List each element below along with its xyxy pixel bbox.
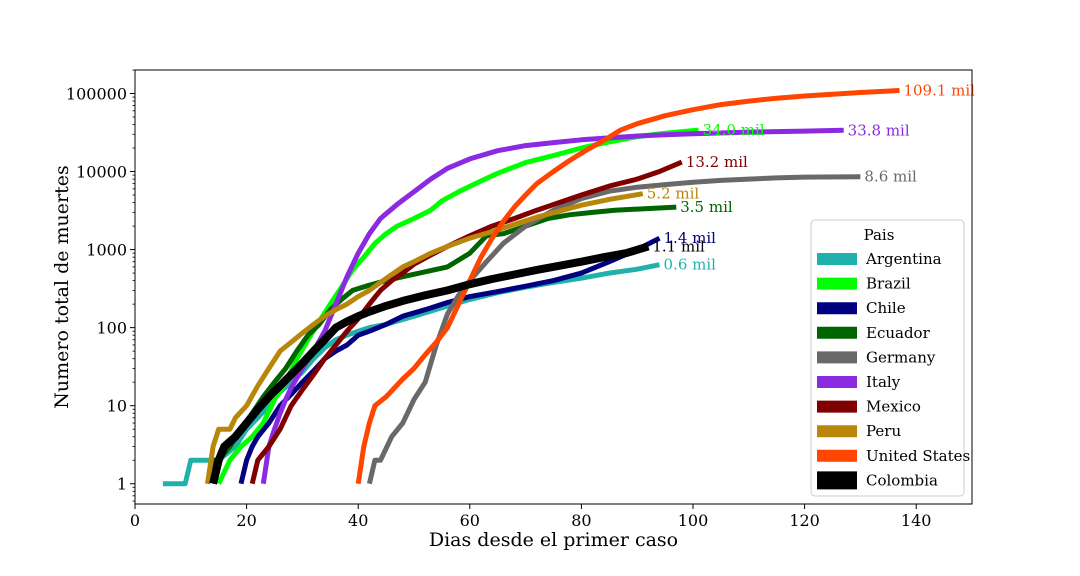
series-line-italy — [260, 127, 844, 485]
series-layer — [162, 88, 900, 487]
series-line-mexico — [249, 159, 683, 485]
y-tick-label: 1000 — [86, 241, 127, 260]
end-label-germany: 8.6 mil — [864, 168, 917, 186]
legend-label-mexico: Mexico — [866, 398, 921, 416]
legend-label-germany: Germany — [866, 348, 936, 366]
x-tick-label: 40 — [348, 511, 368, 530]
y-tick-label: 100 — [96, 319, 127, 338]
y-tick-label: 10000 — [76, 163, 127, 182]
y-tick-label: 100000 — [66, 84, 127, 103]
legend-label-brazil: Brazil — [866, 275, 911, 293]
x-axis-label: Dias desde el primer caso — [429, 529, 678, 551]
x-tick-label: 140 — [901, 511, 932, 530]
legend-label-united-states: United States — [866, 447, 970, 465]
x-tick-label: 0 — [130, 511, 140, 530]
y-axis: 1 10 100 1000 10000 100000 — [66, 69, 135, 502]
y-axis-label: Numero total de muertes — [51, 165, 73, 409]
end-label-brazil: 34.0 mil — [703, 121, 765, 139]
series-line-chile — [238, 235, 661, 485]
x-tick-label: 80 — [571, 511, 591, 530]
series-line-brazil — [216, 127, 699, 485]
legend-label-italy: Italy — [866, 373, 901, 391]
legend-items: Argentina Brazil Chile Ecuador Germany Italy M… — [817, 250, 970, 490]
legend-label-colombia: Colombia — [866, 471, 938, 489]
end-label-chile: 1.4 mil — [664, 229, 717, 247]
legend-title: Pais — [864, 226, 895, 244]
legend-label-peru: Peru — [866, 422, 901, 440]
end-label-united-states: 109.1 mil — [903, 82, 975, 100]
end-label-argentina: 0.6 mil — [664, 256, 717, 274]
legend-label-ecuador: Ecuador — [866, 324, 931, 342]
x-tick-label: 100 — [678, 511, 709, 530]
end-label-ecuador: 3.5 mil — [680, 198, 733, 216]
end-label-peru: 5.2 mil — [647, 185, 700, 203]
x-axis: 0 20 40 60 80 100 120 140 — [130, 504, 932, 530]
end-label-mexico: 13.2 mil — [686, 153, 748, 171]
end-label-layer: 0.6 mil 34.0 mil 1.4 mil 3.5 mil 8.6 mil 33.8… — [647, 82, 975, 274]
y-tick-label: 10 — [107, 397, 127, 416]
series-line-colombia — [209, 242, 650, 485]
series-line-peru — [205, 191, 644, 485]
y-tick-label: 1 — [117, 475, 127, 494]
legend-label-argentina: Argentina — [865, 250, 942, 268]
plot-frame — [134, 69, 973, 505]
x-tick-label: 20 — [236, 511, 256, 530]
legend: Pais Argentina Brazil Chile Ecuador Germany I… — [810, 219, 970, 497]
series-line-united-states — [355, 88, 900, 485]
end-label-colombia: 1.1 mil — [652, 237, 705, 255]
end-label-italy: 33.8 mil — [848, 121, 910, 139]
legend-label-chile: Chile — [866, 299, 906, 317]
x-tick-label: 60 — [460, 511, 480, 530]
series-line-germany — [366, 174, 861, 485]
x-tick-label: 120 — [789, 511, 820, 530]
